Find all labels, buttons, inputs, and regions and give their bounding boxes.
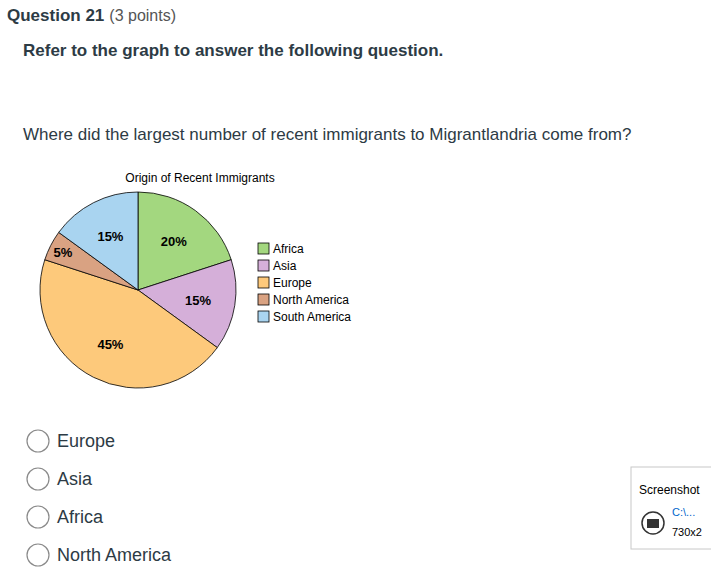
legend-label: Europe — [273, 276, 312, 290]
question-prompt: Where did the largest number of recent i… — [23, 125, 631, 144]
radio-button[interactable] — [27, 506, 49, 528]
radio-button[interactable] — [27, 468, 49, 490]
folder-icon[interactable] — [642, 512, 664, 534]
option-label[interactable]: Asia — [57, 469, 93, 489]
legend-swatch — [258, 294, 269, 305]
legend-label: North America — [273, 293, 349, 307]
page: Question 21 (3 points) Refer to the graph … — [0, 0, 711, 567]
data-label: 20% — [161, 234, 187, 249]
legend-swatch — [258, 277, 269, 288]
question-title: Question 21 — [7, 6, 104, 25]
legend-swatch — [258, 311, 269, 322]
option-label[interactable]: Europe — [57, 431, 115, 451]
data-label: 45% — [97, 337, 123, 352]
legend-label: Africa — [273, 242, 304, 256]
legend-label: Asia — [273, 259, 297, 273]
notification-size: 730x2 — [672, 526, 702, 538]
notification-box[interactable] — [631, 467, 711, 549]
data-label: 5% — [54, 245, 73, 260]
legend-swatch — [258, 260, 269, 271]
pie-chart: Origin of Recent Immigrants 20% 15% 45% 5% 15… — [40, 171, 351, 388]
notification[interactable]: Screenshot C:\... 730x2 — [631, 467, 711, 549]
data-label: 15% — [185, 293, 211, 308]
legend: Africa Asia Europe North America South Ameri… — [258, 242, 351, 324]
pie: 20% 15% 45% 5% 15% — [40, 192, 236, 388]
notification-title: Screenshot — [639, 483, 700, 497]
folder-icon-shape — [647, 519, 659, 528]
option-label[interactable]: Africa — [57, 507, 104, 527]
chart-title: Origin of Recent Immigrants — [125, 171, 274, 185]
radio-button[interactable] — [27, 544, 49, 566]
instruction: Refer to the graph to answer the followi… — [23, 41, 443, 60]
notification-path[interactable]: C:\... — [672, 506, 695, 518]
pie-slice — [59, 192, 138, 290]
legend-swatch — [258, 243, 269, 254]
option-label[interactable]: North America — [57, 545, 172, 565]
question-points: (3 points) — [109, 7, 176, 24]
data-label: 15% — [97, 229, 123, 244]
radio-button[interactable] — [27, 430, 49, 452]
legend-label: South America — [273, 310, 351, 324]
